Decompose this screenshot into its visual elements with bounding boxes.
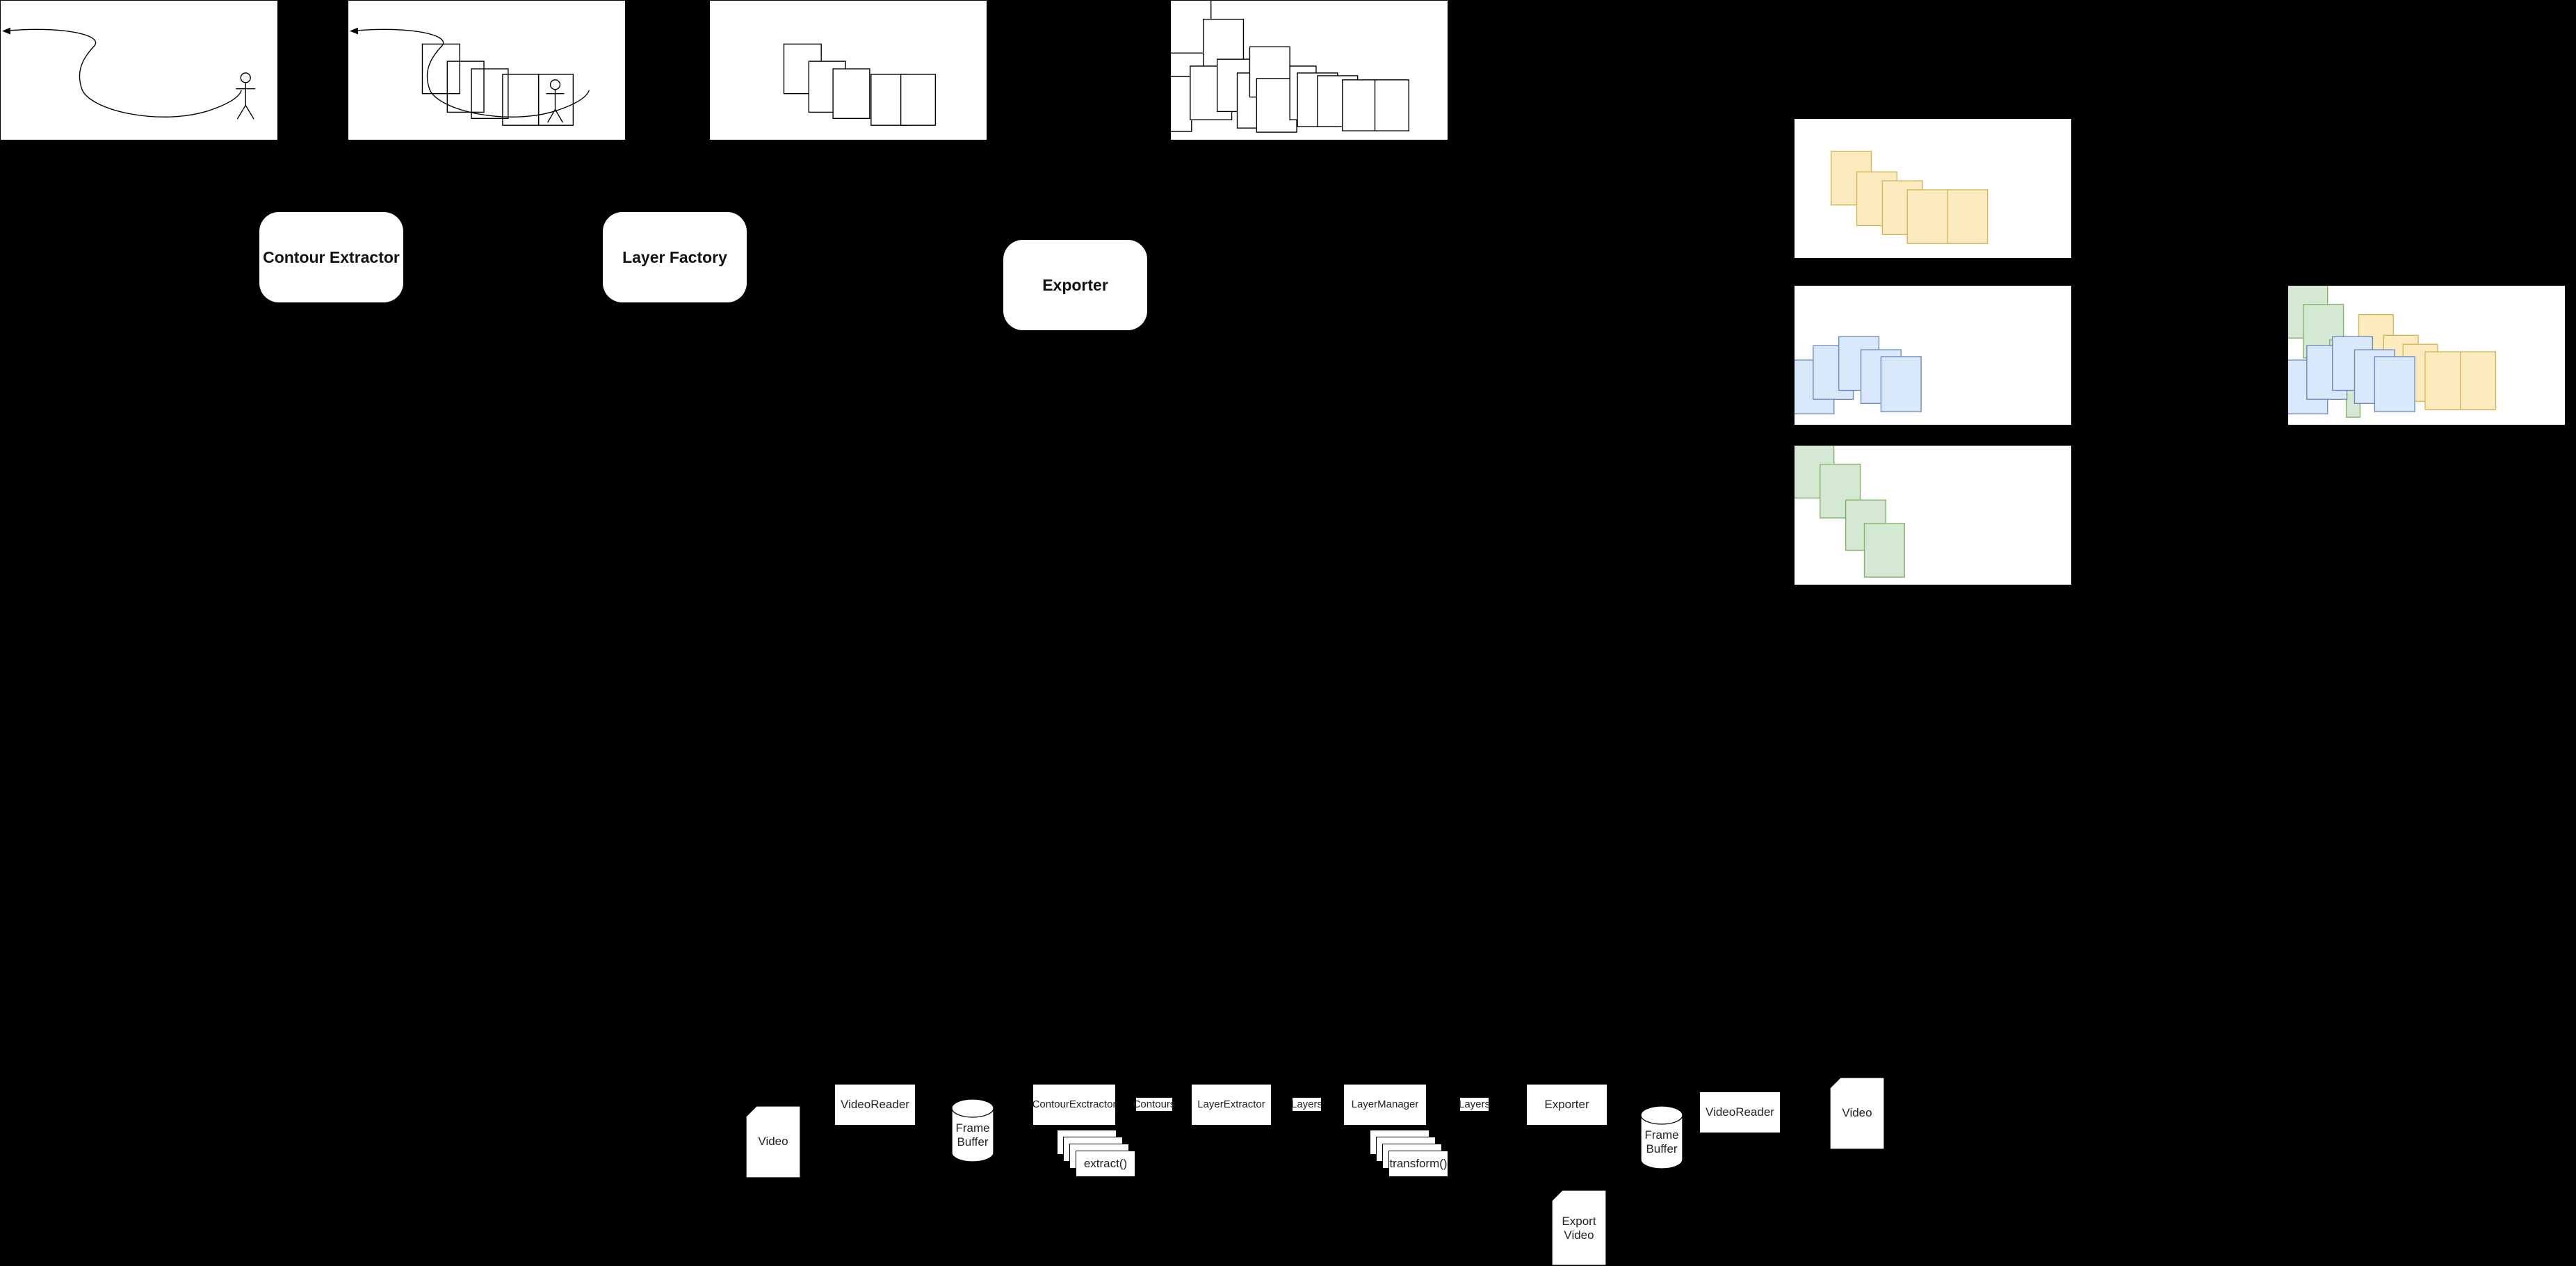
cylinder-database-icon [1640, 1105, 1683, 1169]
extract-stack-label: extract() [1083, 1157, 1128, 1170]
stage-exporter-label: Exporter [1042, 275, 1108, 294]
flow-node-video-in-label: Video [758, 1135, 788, 1148]
flow-node-framebuffer-in-label: Frame Buffer [955, 1121, 990, 1149]
extract-stack-card-front: extract() [1076, 1151, 1135, 1177]
flow-node-export-video: Export Video [1551, 1190, 1607, 1266]
flow-node-videoreader-in-label: VideoReader [841, 1098, 909, 1112]
document-shape-icon [1551, 1190, 1607, 1266]
stage-exporter[interactable]: Exporter [1003, 240, 1147, 330]
contours-only-panel [709, 0, 987, 140]
flow-node-videoreader-out[interactable]: VideoReader [1699, 1091, 1781, 1133]
flow-tag-contours-label: Contours [1133, 1098, 1176, 1110]
yellow-layer-group [1831, 150, 1988, 244]
original-sketch-panel [0, 0, 278, 140]
flow-tag-layers-1: Layers [1290, 1097, 1323, 1112]
layer-panel-composite [2287, 285, 2566, 425]
flow-tag-layers-2-label: Layers [1458, 1098, 1491, 1110]
dense-contours [1171, 1, 1409, 133]
flow-node-contourextractor[interactable]: ContourExctractor [1032, 1084, 1116, 1126]
layer-panel-green [1794, 445, 2072, 585]
flow-node-video-in: Video [745, 1105, 801, 1178]
flow-node-videoreader-out-label: VideoReader [1706, 1105, 1774, 1119]
all-contours-panel [1170, 0, 1448, 140]
transform-stack-label: transform() [1389, 1157, 1448, 1170]
transform-stack-card-front: transform() [1388, 1151, 1448, 1177]
flow-node-exporter-label: Exporter [1544, 1098, 1589, 1112]
flow-node-layermanager-label: LayerManager [1351, 1098, 1419, 1111]
sketch-drawing [1, 27, 256, 120]
document-shape-icon [745, 1105, 801, 1178]
contours-overlay-panel [348, 0, 626, 140]
flow-tag-contours: Contours [1133, 1097, 1176, 1112]
composite-layer-group [2288, 286, 2497, 418]
flow-node-layermanager[interactable]: LayerManager [1343, 1084, 1427, 1126]
stage-contour-extractor-label: Contour Extractor [263, 247, 400, 266]
flow-node-contourextractor-label: ContourExctractor [1032, 1098, 1117, 1111]
green-layer-group [1795, 446, 1905, 578]
flow-node-layerextractor-label: LayerExtractor [1197, 1098, 1265, 1111]
transform-stack: transform() [1370, 1130, 1453, 1196]
stage-layer-factory-label: Layer Factory [622, 247, 727, 266]
flow-node-framebuffer-out-label: Frame Buffer [1644, 1128, 1679, 1155]
document-shape-icon [1829, 1077, 1885, 1150]
flow-node-exporter[interactable]: Exporter [1526, 1084, 1607, 1126]
layer-panel-blue [1794, 285, 2072, 425]
flow-node-framebuffer-out: Frame Buffer [1640, 1105, 1683, 1169]
blue-layer-group [1795, 336, 1922, 414]
cylinder-database-icon [951, 1098, 994, 1162]
flow-node-export-video-label: Export Video [1562, 1215, 1596, 1242]
layer-panel-yellow [1794, 118, 2072, 259]
flow-tag-layers-2: Layers [1458, 1097, 1491, 1112]
flow-node-video-out-label: Video [1842, 1106, 1872, 1119]
flow-node-video-out: Video [1829, 1077, 1885, 1150]
sketch-with-contours [349, 27, 590, 126]
stage-layer-factory[interactable]: Layer Factory [603, 212, 747, 302]
flow-node-layerextractor[interactable]: LayerExtractor [1191, 1084, 1272, 1126]
flow-tag-layers-1-label: Layers [1290, 1098, 1323, 1110]
extract-stack: extract() [1057, 1130, 1140, 1196]
stage-contour-extractor[interactable]: Contour Extractor [259, 212, 403, 302]
extracted-contours [783, 43, 937, 126]
flow-node-videoreader-in[interactable]: VideoReader [834, 1084, 916, 1126]
flow-node-framebuffer-in: Frame Buffer [951, 1098, 994, 1162]
